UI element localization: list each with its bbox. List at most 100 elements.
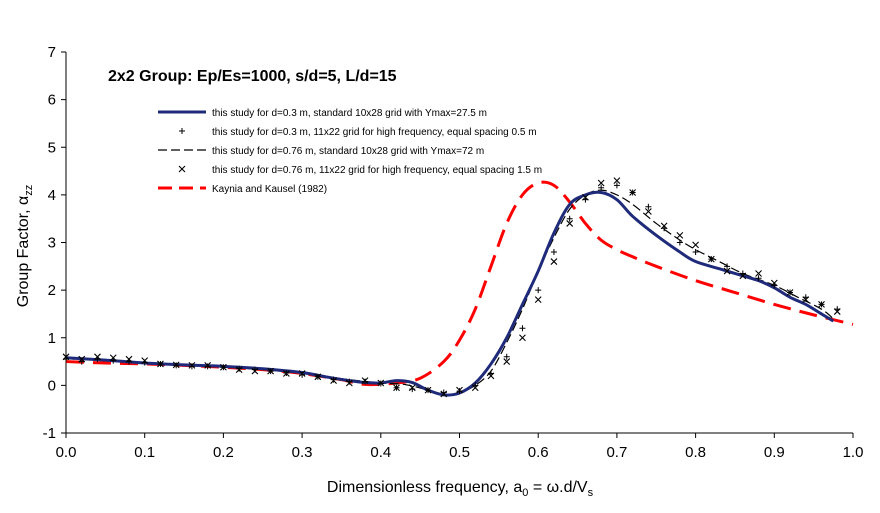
data-point xyxy=(456,386,463,394)
data-point xyxy=(566,215,573,222)
y-axis-title: Group Factor, αzz xyxy=(15,185,35,308)
data-point xyxy=(267,367,275,375)
legend-label: this study for d=0.3 m, 11x22 grid for h… xyxy=(212,127,537,138)
data-point xyxy=(235,366,243,374)
y-tick-label: 0 xyxy=(48,377,56,394)
x-tick-label: 0.2 xyxy=(213,444,234,461)
data-point xyxy=(298,370,306,377)
data-point xyxy=(598,184,605,191)
x-tick-label: 0.5 xyxy=(449,444,470,461)
chart-title: 2x2 Group: Ep/Es=1000, s/d=5, L/d=15 xyxy=(108,68,397,85)
y-tick-label: 7 xyxy=(48,44,56,61)
data-point xyxy=(330,377,337,385)
data-point xyxy=(644,208,652,215)
data-point xyxy=(157,360,164,368)
data-point xyxy=(424,386,432,394)
data-point xyxy=(566,220,574,227)
data-point xyxy=(629,189,637,196)
x-tick-label: 0.0 xyxy=(56,444,77,461)
data-point xyxy=(519,325,526,332)
data-point xyxy=(519,334,526,342)
legend-item: this study for d=0.3 m, standard 10x28 g… xyxy=(158,108,487,119)
series-3 xyxy=(62,177,841,398)
data-point xyxy=(330,376,337,383)
data-point xyxy=(723,267,731,275)
data-point xyxy=(582,193,589,201)
data-point xyxy=(456,388,463,395)
x-tick-label: 1.0 xyxy=(843,444,864,461)
data-point xyxy=(393,384,400,392)
x-tick-label: 0.6 xyxy=(528,444,549,461)
series-0 xyxy=(65,190,835,397)
x-axis-title: Dimensionless frequency, a0 = ω.d/Vs xyxy=(327,479,594,499)
series-line xyxy=(65,190,835,397)
data-point xyxy=(535,287,542,294)
data-point xyxy=(739,272,747,280)
y-tick-label: 5 xyxy=(48,139,56,156)
data-point xyxy=(818,301,825,308)
data-point xyxy=(251,367,259,375)
data-point xyxy=(660,222,668,230)
data-point xyxy=(440,390,448,398)
data-point xyxy=(188,363,195,370)
x-tick-label: 0.7 xyxy=(606,444,627,461)
legend-label: this study for d=0.76 m, 11x22 grid for … xyxy=(212,165,542,176)
data-point xyxy=(471,384,479,392)
data-point xyxy=(282,370,290,377)
y-tick-label: 4 xyxy=(48,187,56,204)
legend: this study for d=0.3 m, standard 10x28 g… xyxy=(158,108,542,195)
y-tick-label: 3 xyxy=(48,235,56,252)
data-point xyxy=(110,357,117,364)
data-point xyxy=(692,241,699,249)
data-point xyxy=(188,361,196,369)
x-tick-label: 0.4 xyxy=(370,444,391,461)
axes: -1 0 1 2 3 4 5 6 7 0.0 0.1 0.2 0.3 0.4 0.5 0.6 0.7 0.8 0.9… xyxy=(43,44,864,461)
data-point xyxy=(786,289,794,296)
data-point xyxy=(78,355,86,363)
data-point xyxy=(550,258,558,265)
data-point xyxy=(487,372,495,380)
data-point xyxy=(62,353,70,361)
data-point xyxy=(125,355,133,363)
data-point xyxy=(503,353,510,360)
legend-swatch xyxy=(179,128,185,134)
y-tick-label: 1 xyxy=(48,330,56,347)
data-point xyxy=(377,379,385,387)
x-tick-label: 0.8 xyxy=(685,444,706,461)
data-point xyxy=(802,296,810,304)
data-point xyxy=(755,275,762,282)
x-tick-label: 0.1 xyxy=(134,444,155,461)
legend-item: this study for d=0.76 m, 11x22 grid for … xyxy=(178,165,542,176)
data-point xyxy=(645,203,652,210)
x-tick-label: 0.9 xyxy=(764,444,785,461)
legend-label: this study for d=0.76 m, standard 10x28 … xyxy=(212,146,484,157)
data-point xyxy=(724,263,731,270)
data-point xyxy=(503,358,511,365)
data-point xyxy=(613,177,621,184)
data-point xyxy=(550,249,557,256)
series-4 xyxy=(65,180,854,387)
data-point xyxy=(755,270,762,277)
legend-label: Kaynia and Kausel (1982) xyxy=(212,184,327,195)
data-point xyxy=(172,361,180,369)
data-point xyxy=(220,363,227,371)
data-point xyxy=(833,308,841,315)
data-point xyxy=(676,231,684,239)
data-point xyxy=(770,279,778,287)
legend-item: Kaynia and Kausel (1982) xyxy=(158,184,327,195)
data-point xyxy=(314,373,322,381)
data-point xyxy=(408,384,416,392)
y-tick-label: 6 xyxy=(48,92,56,109)
data-point xyxy=(676,239,683,246)
data-point xyxy=(204,363,211,370)
series-layer xyxy=(62,177,854,398)
legend-swatch xyxy=(178,165,186,173)
legend-item: this study for d=0.3 m, 11x22 grid for h… xyxy=(179,127,537,138)
data-point xyxy=(236,365,243,372)
x-tick-label: 0.3 xyxy=(292,444,313,461)
data-point xyxy=(204,361,212,369)
data-point xyxy=(597,179,605,187)
data-point xyxy=(362,378,369,385)
data-point xyxy=(692,249,699,256)
